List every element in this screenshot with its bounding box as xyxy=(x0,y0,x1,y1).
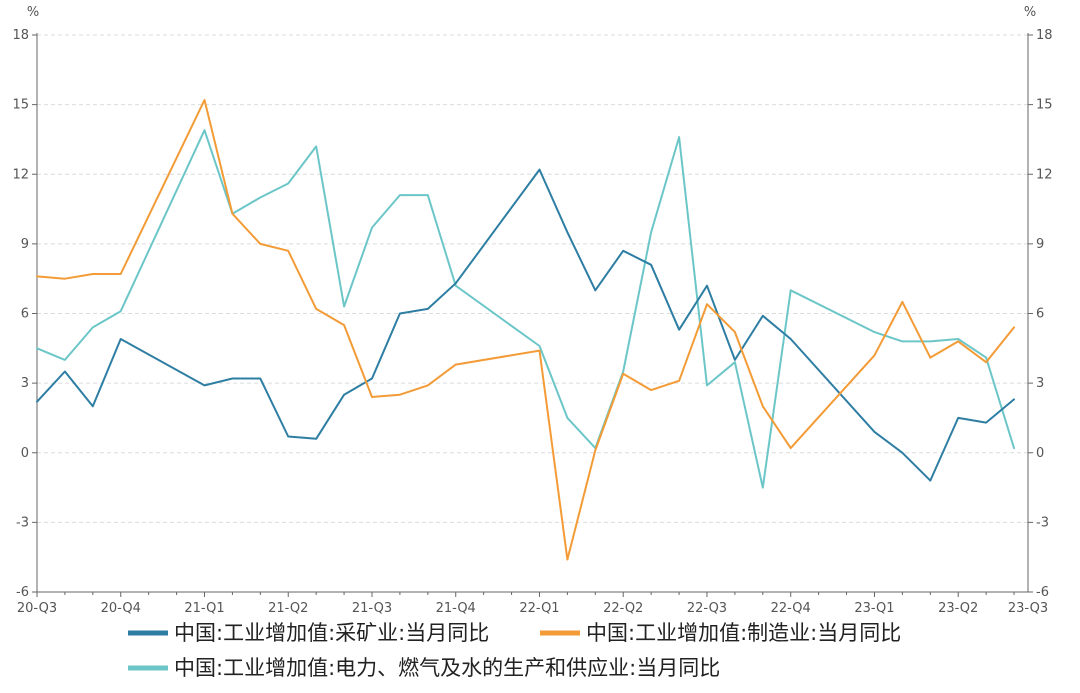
x-tick-label: 20-Q3 xyxy=(17,601,57,616)
legend-label-3: 中国:工业增加值:电力、燃气及水的生产和供应业:当月同比 xyxy=(174,656,720,680)
y-tick-label-right: 0 xyxy=(1036,446,1044,461)
y-tick-label-left: 3 xyxy=(21,376,29,391)
y-tick-label-left: 12 xyxy=(12,167,29,182)
y-tick-label-left: -3 xyxy=(16,515,29,530)
x-tick-label: 22-Q2 xyxy=(603,601,643,616)
y-unit-right: % xyxy=(1024,5,1036,20)
y-tick-label-right: 15 xyxy=(1036,98,1053,113)
legend-label-2: 中国:工业增加值:制造业:当月同比 xyxy=(586,621,901,645)
y-tick-label-right: 3 xyxy=(1036,376,1044,391)
axes: % % -6 -6 -3 -3 0 0 3 3 6 6 9 9 12 12 15 15 18 18 20-Q3 20-Q4… xyxy=(12,5,1052,616)
series-line-2 xyxy=(36,99,1015,561)
x-tick-label: 21-Q4 xyxy=(436,601,476,616)
y-tick-label-left: 0 xyxy=(21,446,29,461)
x-tick-label: 21-Q1 xyxy=(184,601,224,616)
x-tick-label: 20-Q4 xyxy=(101,601,141,616)
y-tick-label-right: 12 xyxy=(1036,167,1053,182)
x-tick-label: 22-Q4 xyxy=(771,601,811,616)
series-line-1 xyxy=(36,168,1015,482)
y-tick-label-left: 9 xyxy=(21,237,29,252)
y-tick-label-right: 6 xyxy=(1036,307,1044,322)
y-tick-label-left: 6 xyxy=(21,307,29,322)
legend: 中国:工业增加值:采矿业:当月同比 中国:工业增加值:制造业:当月同比中国:工业增… xyxy=(128,621,901,680)
series-line-3 xyxy=(36,129,1015,489)
x-tick-label: 23-Q1 xyxy=(854,601,894,616)
x-tick-label: 22-Q3 xyxy=(687,601,727,616)
y-tick-label-left: 18 xyxy=(12,28,29,43)
legend-label-1: 中国:工业增加值:采矿业:当月同比 xyxy=(174,621,489,645)
grid-lines xyxy=(37,34,1028,523)
y-unit-left: % xyxy=(27,5,39,20)
y-tick-label-right: 18 xyxy=(1036,28,1053,43)
x-tick-label: 21-Q2 xyxy=(268,601,308,616)
y-tick-label-left: -6 xyxy=(16,585,29,600)
series-lines xyxy=(36,99,1015,561)
x-tick-label: 22-Q1 xyxy=(519,601,559,616)
x-tick-label: 23-Q3 xyxy=(1008,601,1048,616)
y-tick-label-right: 9 xyxy=(1036,237,1044,252)
x-tick-label: 23-Q2 xyxy=(938,601,978,616)
y-tick-label-right: -6 xyxy=(1036,585,1049,600)
y-tick-label-right: -3 xyxy=(1036,515,1049,530)
y-tick-label-left: 15 xyxy=(12,98,29,113)
x-tick-label: 21-Q3 xyxy=(352,601,392,616)
